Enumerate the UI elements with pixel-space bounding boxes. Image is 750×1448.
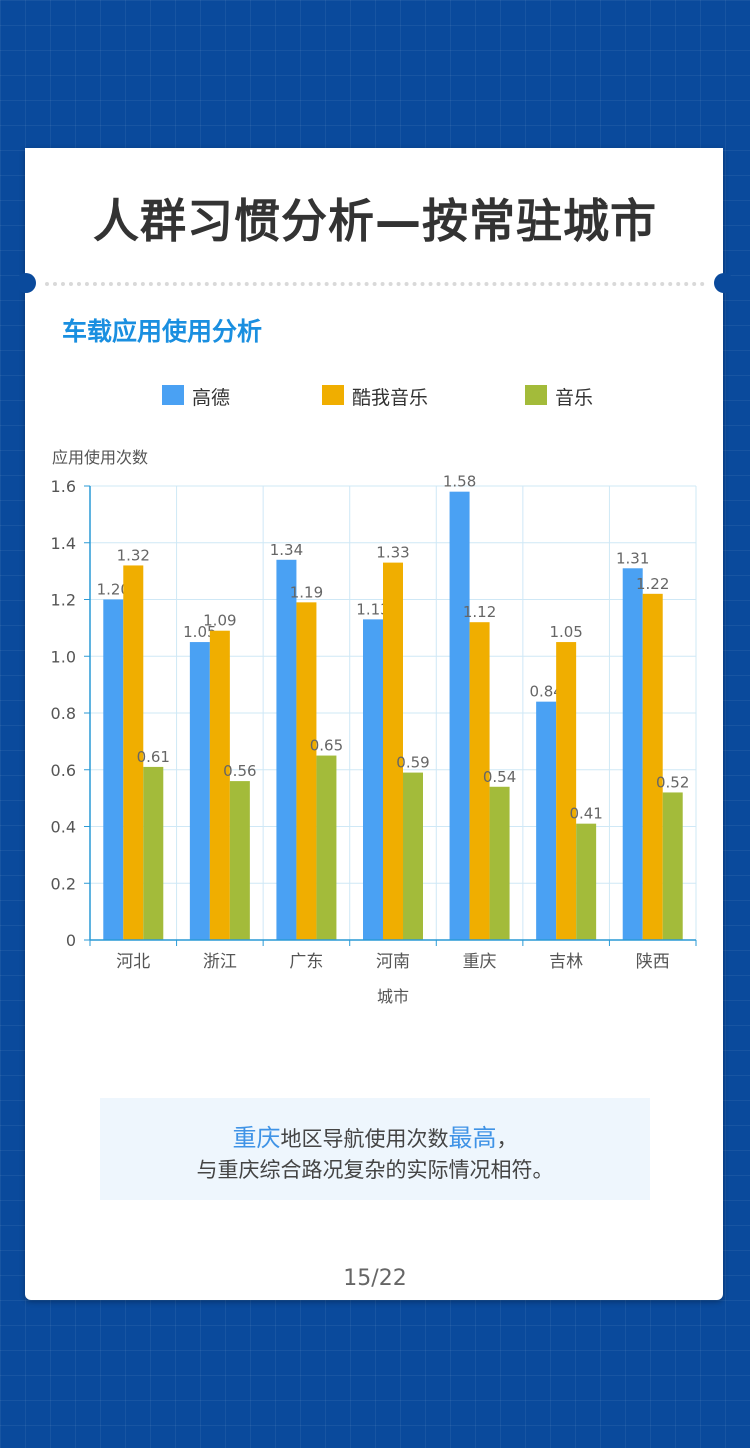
page-number: 15/22 — [343, 1266, 407, 1291]
data-label: 0.41 — [569, 805, 602, 823]
legend-label-music: 音乐 — [555, 387, 594, 409]
data-label: 0.61 — [137, 748, 170, 766]
legend-swatch-gaode — [162, 385, 184, 405]
bar — [229, 781, 250, 940]
legend-swatch-music — [525, 385, 547, 405]
bar — [276, 559, 297, 940]
note-line-1: 重庆地区导航使用次数最高， — [100, 1118, 650, 1153]
bar — [489, 786, 510, 940]
data-label: 1.05 — [183, 623, 216, 641]
data-label: 1.33 — [376, 544, 409, 562]
note-text-mid: 地区导航使用次数 — [280, 1127, 449, 1151]
summary-note: 重庆地区导航使用次数最高， 与重庆综合路况复杂的实际情况相符。 — [100, 1098, 650, 1200]
bar — [449, 491, 470, 940]
x-tick-label: 浙江 — [203, 952, 237, 972]
data-label: 1.20 — [97, 581, 130, 599]
x-axis-title: 城市 — [377, 987, 409, 1006]
x-tick-label: 河南 — [376, 952, 410, 972]
note-highlight-top: 最高 — [448, 1124, 497, 1152]
data-label: 0.52 — [656, 773, 689, 791]
x-tick-label: 吉林 — [549, 952, 583, 972]
y-tick-label: 1.0 — [51, 647, 76, 666]
y-tick-label: 0.6 — [51, 761, 76, 780]
bar — [363, 619, 383, 940]
data-label: 1.31 — [616, 549, 649, 567]
data-label: 0.56 — [223, 762, 256, 780]
bar — [189, 642, 210, 940]
y-tick-label: 0.2 — [51, 874, 76, 893]
bar — [296, 602, 317, 940]
data-label: 1.32 — [117, 546, 150, 564]
x-tick-label: 重庆 — [463, 952, 497, 972]
y-axis-title: 应用使用次数 — [52, 448, 148, 467]
legend-swatch-kuwo — [322, 385, 344, 405]
bar — [642, 593, 663, 940]
bar — [103, 599, 124, 940]
page-title: 人群习惯分析—按常驻城市 — [93, 194, 657, 248]
data-label: 1.05 — [549, 623, 582, 641]
y-tick-label: 1.6 — [51, 477, 76, 496]
data-label: 1.12 — [463, 603, 496, 621]
bar — [123, 565, 144, 940]
note-text-end: ， — [496, 1127, 518, 1151]
data-label: 0.65 — [310, 737, 343, 755]
x-tick-label: 陕西 — [636, 952, 670, 972]
right-notch — [714, 273, 734, 293]
data-label: 1.34 — [270, 541, 303, 559]
bar — [209, 630, 230, 940]
data-label: 1.19 — [290, 583, 323, 601]
left-notch — [16, 273, 36, 293]
bar — [536, 701, 557, 940]
bar — [576, 823, 597, 940]
y-tick-label: 0.8 — [51, 704, 76, 723]
bar — [556, 642, 577, 940]
bar — [143, 766, 164, 940]
note-line-2: 与重庆综合路况复杂的实际情况相符。 — [196, 1158, 554, 1182]
data-label: 0.84 — [529, 683, 562, 701]
bar — [403, 772, 423, 940]
x-tick-label: 河北 — [116, 952, 150, 972]
x-tick-label: 广东 — [289, 952, 323, 972]
legend-label-gaode: 高德 — [192, 387, 231, 409]
legend-label-kuwo: 酷我音乐 — [352, 387, 429, 409]
data-label: 0.54 — [483, 768, 516, 786]
y-tick-label: 0 — [66, 931, 76, 950]
bar — [622, 568, 643, 940]
y-tick-label: 0.4 — [51, 818, 76, 837]
bar — [469, 622, 490, 940]
data-label: 0.59 — [396, 754, 429, 772]
section-subtitle: 车载应用使用分析 — [62, 317, 263, 346]
dotted-divider — [45, 282, 705, 286]
bar — [662, 792, 683, 940]
data-label: 1.13 — [356, 600, 389, 618]
bar — [316, 755, 337, 940]
y-tick-label: 1.4 — [51, 534, 76, 553]
bar — [383, 562, 403, 940]
data-label: 1.58 — [443, 473, 476, 491]
data-label: 1.09 — [203, 612, 236, 630]
data-label: 1.22 — [636, 575, 669, 593]
bar-chart: 0 0.2 0.4 0.6 0.8 1.0 1.2 1.4 1.6 1.20 1.05 1.34 1.1… — [51, 448, 697, 1006]
y-tick-label: 1.2 — [51, 591, 76, 610]
note-highlight-city: 重庆 — [232, 1124, 281, 1152]
